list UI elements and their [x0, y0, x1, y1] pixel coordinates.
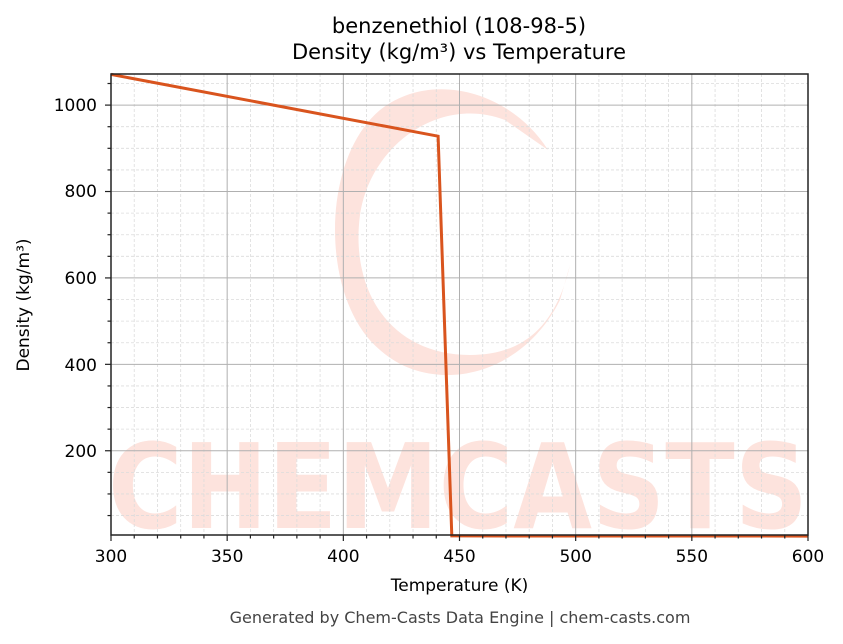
chart-title-property: Density (kg/m³) vs Temperature	[291, 40, 627, 64]
x-axis-label: Temperature (K)	[390, 576, 529, 596]
x-tick-label: 450	[443, 547, 475, 567]
major-grid	[111, 74, 808, 535]
y-tick-label: 1000	[54, 96, 97, 116]
watermark: CHEMCASTS	[108, 89, 808, 556]
y-tick-label: 400	[65, 356, 97, 376]
chart-title-compound: benzenethiol (108-98-5)	[331, 14, 587, 38]
axis-ticks	[105, 82, 809, 541]
y-tick-labels: 200 400 600 800 1000	[54, 96, 97, 462]
y-tick-label: 800	[65, 182, 97, 202]
x-tick-label: 600	[792, 547, 824, 567]
x-tick-labels: 300 350 400 450 500 550 600	[95, 547, 824, 567]
x-tick-label: 500	[559, 547, 591, 567]
y-tick-label: 200	[65, 442, 97, 462]
y-axis-label: Density (kg/m³)	[14, 238, 34, 372]
watermark-swirl-icon	[335, 89, 570, 376]
y-tick-label: 600	[65, 269, 97, 289]
x-tick-label: 350	[211, 547, 243, 567]
x-tick-label: 550	[676, 547, 708, 567]
x-tick-label: 300	[95, 547, 127, 567]
footer-credit: Generated by Chem-Casts Data Engine | ch…	[229, 608, 691, 627]
x-tick-label: 400	[327, 547, 359, 567]
